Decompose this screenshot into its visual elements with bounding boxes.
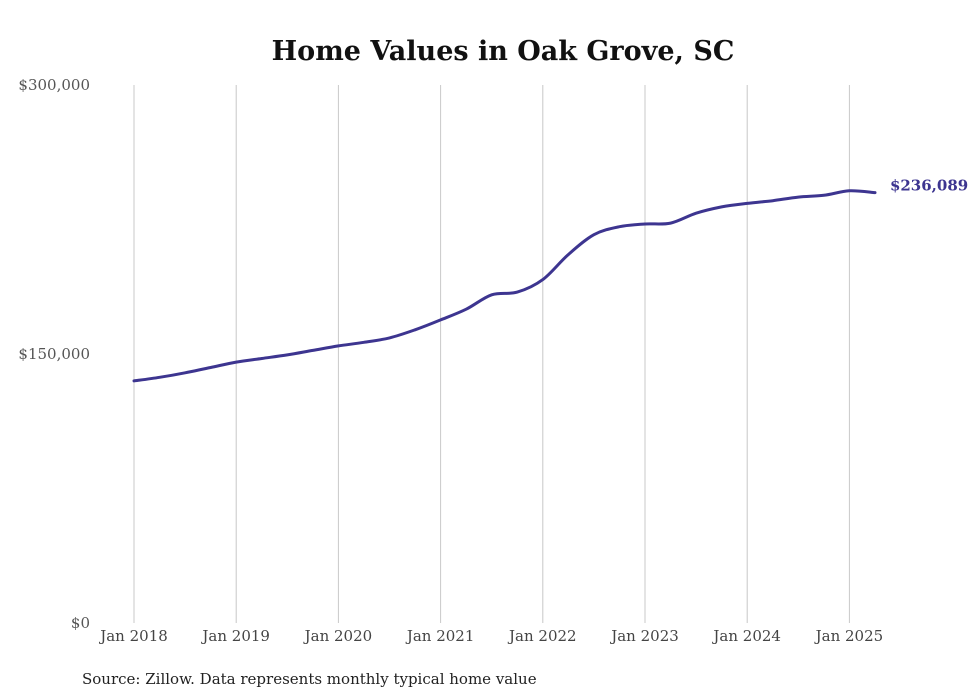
y-tick-label: $300,000	[18, 76, 90, 94]
x-tick-label: Jan 2019	[200, 627, 270, 645]
x-tick-label: Jan 2020	[303, 627, 373, 645]
y-tick-label: $0	[71, 614, 90, 632]
y-tick-label: $150,000	[18, 345, 90, 363]
chart-title: Home Values in Oak Grove, SC	[272, 36, 735, 67]
x-axis-ticks: Jan 2018 Jan 2019 Jan 2020 Jan 2021 Jan 2022…	[98, 627, 883, 645]
x-tick-label: Jan 2018	[98, 627, 168, 645]
x-tick-label: Jan 2021	[405, 627, 475, 645]
y-axis-ticks: $0 $150,000 $300,000	[18, 76, 90, 632]
gridlines	[133, 85, 850, 623]
x-tick-label: Jan 2025	[814, 627, 884, 645]
home-value-line	[132, 189, 877, 383]
x-tick-label: Jan 2022	[507, 627, 577, 645]
latest-value-label: $236,089	[890, 177, 968, 195]
x-tick-label: Jan 2024	[711, 627, 781, 645]
x-tick-label: Jan 2023	[609, 627, 679, 645]
source-note: Source: Zillow. Data represents monthly …	[82, 670, 537, 688]
